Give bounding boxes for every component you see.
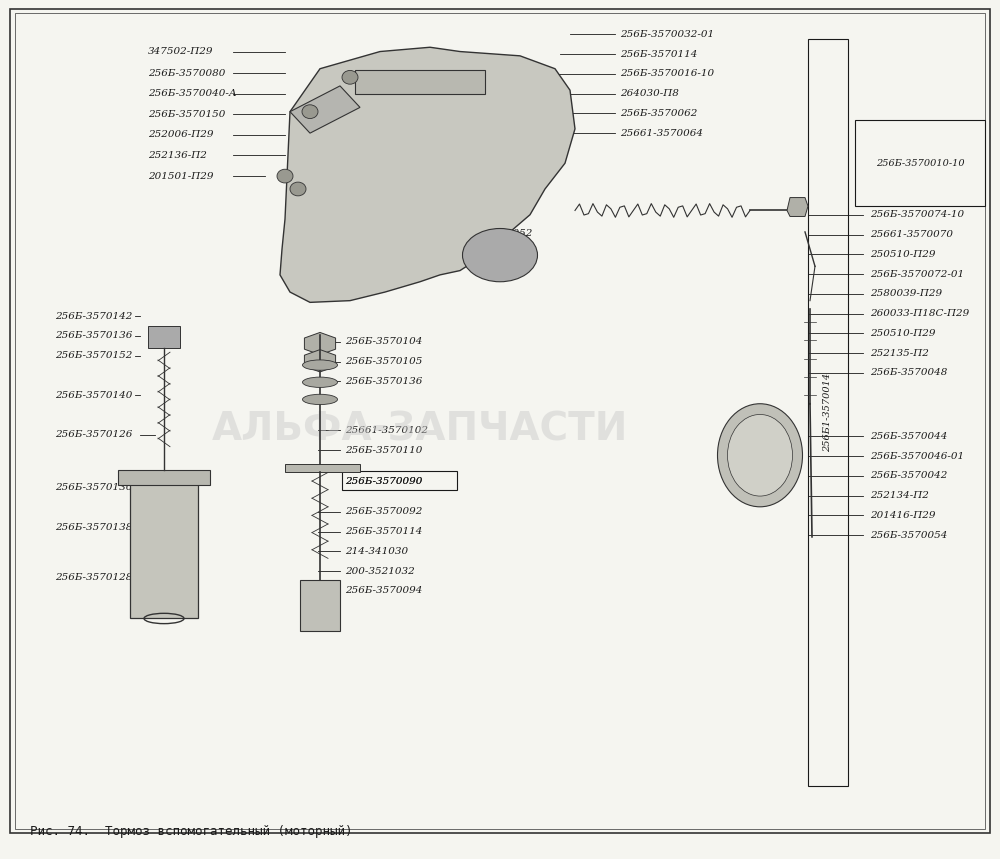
Text: 256Б-3570104: 256Б-3570104: [345, 338, 422, 346]
Text: 256Б-3570128: 256Б-3570128: [55, 573, 132, 582]
Text: 256Б-3570042: 256Б-3570042: [870, 472, 947, 480]
Text: 250661-П29: 250661-П29: [455, 249, 520, 258]
Ellipse shape: [462, 228, 538, 282]
Text: 25661-3570064: 25661-3570064: [620, 129, 703, 137]
Text: 256Б-3570150: 256Б-3570150: [148, 110, 225, 119]
Text: Рис. 74.  Тормоз вспомогательный (моторный): Рис. 74. Тормоз вспомогательный (моторны…: [30, 825, 352, 838]
Ellipse shape: [302, 394, 338, 405]
Text: 256Б-3570016-10: 256Б-3570016-10: [620, 70, 714, 78]
Bar: [342, 471, 457, 490]
Circle shape: [302, 105, 318, 119]
Text: 256Б-3570136: 256Б-3570136: [55, 332, 132, 340]
Text: 256Б-3570142: 256Б-3570142: [55, 312, 132, 320]
Text: 256Б-3570094: 256Б-3570094: [345, 587, 422, 595]
Bar: [148, 326, 180, 348]
Text: 260033-П18С-П29: 260033-П18С-П29: [870, 309, 969, 318]
Text: 2580039-П29: 2580039-П29: [870, 289, 942, 298]
Text: 25661-3570102: 25661-3570102: [345, 426, 428, 435]
Text: 256Б-3570044: 256Б-3570044: [870, 432, 947, 441]
Text: 347502-П29: 347502-П29: [148, 47, 214, 56]
Text: 256Б-3570090: 256Б-3570090: [345, 477, 422, 485]
Text: 256Б-3570052: 256Б-3570052: [455, 229, 532, 238]
Text: 25661-3570070: 25661-3570070: [870, 230, 953, 239]
Text: 252136-П2: 252136-П2: [148, 151, 207, 160]
Bar: [355, 70, 485, 94]
Text: 201501-П29: 201501-П29: [148, 172, 214, 180]
Bar: [300, 580, 340, 631]
Ellipse shape: [302, 360, 338, 370]
Text: 256Б-3570072-01: 256Б-3570072-01: [870, 270, 964, 278]
Text: 256Б-3570126: 256Б-3570126: [55, 430, 132, 439]
Text: 256Б-3570040-А: 256Б-3570040-А: [148, 89, 237, 98]
Bar: [855, 120, 985, 206]
Text: 200-3521032: 200-3521032: [345, 567, 415, 576]
Text: 250510-П29: 250510-П29: [870, 250, 936, 259]
Text: 256Б-3570046-01: 256Б-3570046-01: [870, 452, 964, 460]
Circle shape: [342, 70, 358, 84]
Text: 256Б-3570140: 256Б-3570140: [55, 391, 132, 399]
Text: АЛЬФА-ЗАПЧАСТИ: АЛЬФА-ЗАПЧАСТИ: [212, 411, 628, 448]
Text: 252135-П2: 252135-П2: [870, 349, 929, 357]
Text: 256Б-3570032-01: 256Б-3570032-01: [620, 30, 714, 39]
Text: 256Б-3570110: 256Б-3570110: [345, 446, 422, 454]
Polygon shape: [787, 198, 808, 216]
Ellipse shape: [718, 404, 802, 507]
Text: 256Б1-3570014: 256Б1-3570014: [824, 373, 833, 452]
Text: 256Б-3570080: 256Б-3570080: [148, 69, 225, 77]
Text: 252006-П29: 252006-П29: [148, 131, 214, 139]
Text: 256Б-3570074-10: 256Б-3570074-10: [870, 210, 964, 219]
Text: 256Б-3570092: 256Б-3570092: [345, 508, 422, 516]
Circle shape: [290, 182, 306, 196]
Ellipse shape: [728, 415, 792, 497]
Polygon shape: [304, 350, 336, 372]
Text: 214-341030: 214-341030: [345, 547, 408, 556]
Polygon shape: [290, 86, 360, 133]
Text: 256Б-3570048: 256Б-3570048: [870, 369, 947, 377]
Ellipse shape: [302, 377, 338, 387]
Bar: [808, 39, 848, 786]
Polygon shape: [304, 332, 336, 355]
Text: 256Б-3570010-10: 256Б-3570010-10: [876, 159, 964, 168]
Text: 201416-П29: 201416-П29: [870, 511, 936, 520]
Text: 256Б-3570152: 256Б-3570152: [55, 351, 132, 360]
Bar: [130, 481, 198, 618]
Circle shape: [277, 169, 293, 183]
Text: 256Б-3570105: 256Б-3570105: [345, 357, 422, 366]
Text: 264030-П8: 264030-П8: [620, 89, 679, 98]
Polygon shape: [280, 47, 575, 302]
Text: 256Б-3570130-01: 256Б-3570130-01: [55, 484, 149, 492]
Bar: [118, 470, 210, 485]
Text: 256Б-3570054: 256Б-3570054: [870, 531, 947, 539]
Text: 256Б-3570114: 256Б-3570114: [620, 50, 697, 58]
Bar: [285, 464, 360, 472]
Text: 250510-П29: 250510-П29: [870, 329, 936, 338]
Text: 256Б-3570062: 256Б-3570062: [620, 109, 697, 118]
Text: 256Б-3570114: 256Б-3570114: [345, 527, 422, 536]
Text: 252134-П2: 252134-П2: [870, 491, 929, 500]
Text: 256Б-3570136: 256Б-3570136: [345, 377, 422, 386]
Text: 256Б-3570138: 256Б-3570138: [55, 523, 132, 532]
Text: 256Б-3570090: 256Б-3570090: [345, 477, 422, 485]
